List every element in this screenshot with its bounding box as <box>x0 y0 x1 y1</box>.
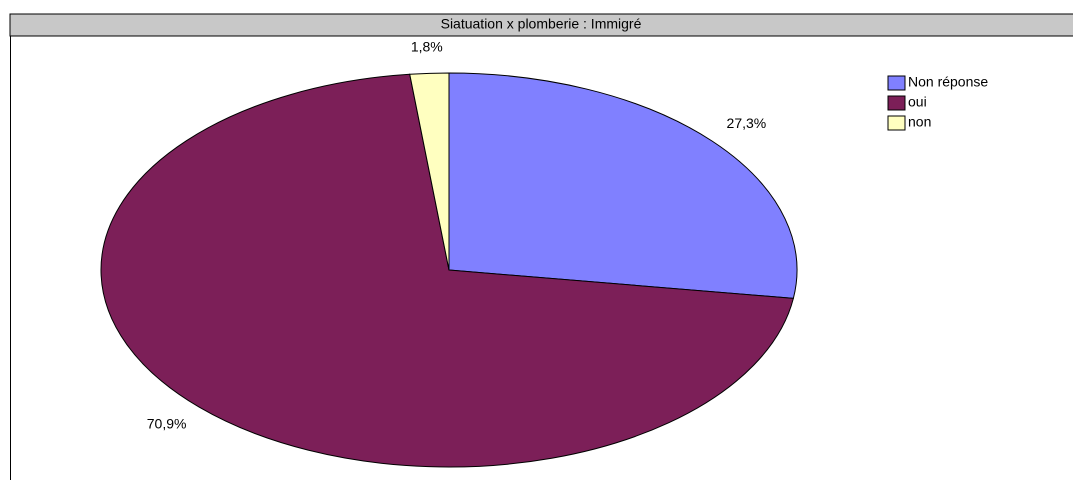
pie-slice <box>448 72 798 299</box>
legend-label: Non réponse <box>908 74 988 90</box>
legend-swatch <box>887 115 906 131</box>
chart-title: Siatuation x plomberie : Immigré <box>441 16 642 32</box>
legend-label: oui <box>908 94 927 110</box>
data-label: 27,3% <box>727 115 767 131</box>
title-bar <box>9 13 1073 37</box>
data-label: 70,9% <box>147 416 187 432</box>
legend-swatch <box>887 95 906 111</box>
data-label: 1,8% <box>411 38 443 54</box>
legend-swatch <box>887 75 906 91</box>
legend-label: non <box>908 114 931 130</box>
pie-slice <box>100 73 795 468</box>
pie-slice <box>409 72 450 271</box>
